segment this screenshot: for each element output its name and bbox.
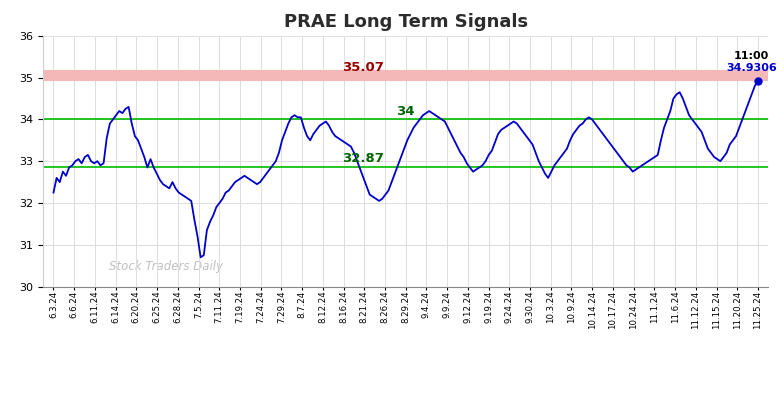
Title: PRAE Long Term Signals: PRAE Long Term Signals (284, 14, 528, 31)
Text: 32.87: 32.87 (343, 152, 384, 166)
Text: 11:00: 11:00 (734, 51, 769, 61)
Text: 35.07: 35.07 (343, 60, 384, 74)
Text: 34.9306: 34.9306 (726, 63, 777, 73)
Text: Stock Traders Daily: Stock Traders Daily (110, 260, 223, 273)
Text: 34: 34 (397, 105, 415, 118)
